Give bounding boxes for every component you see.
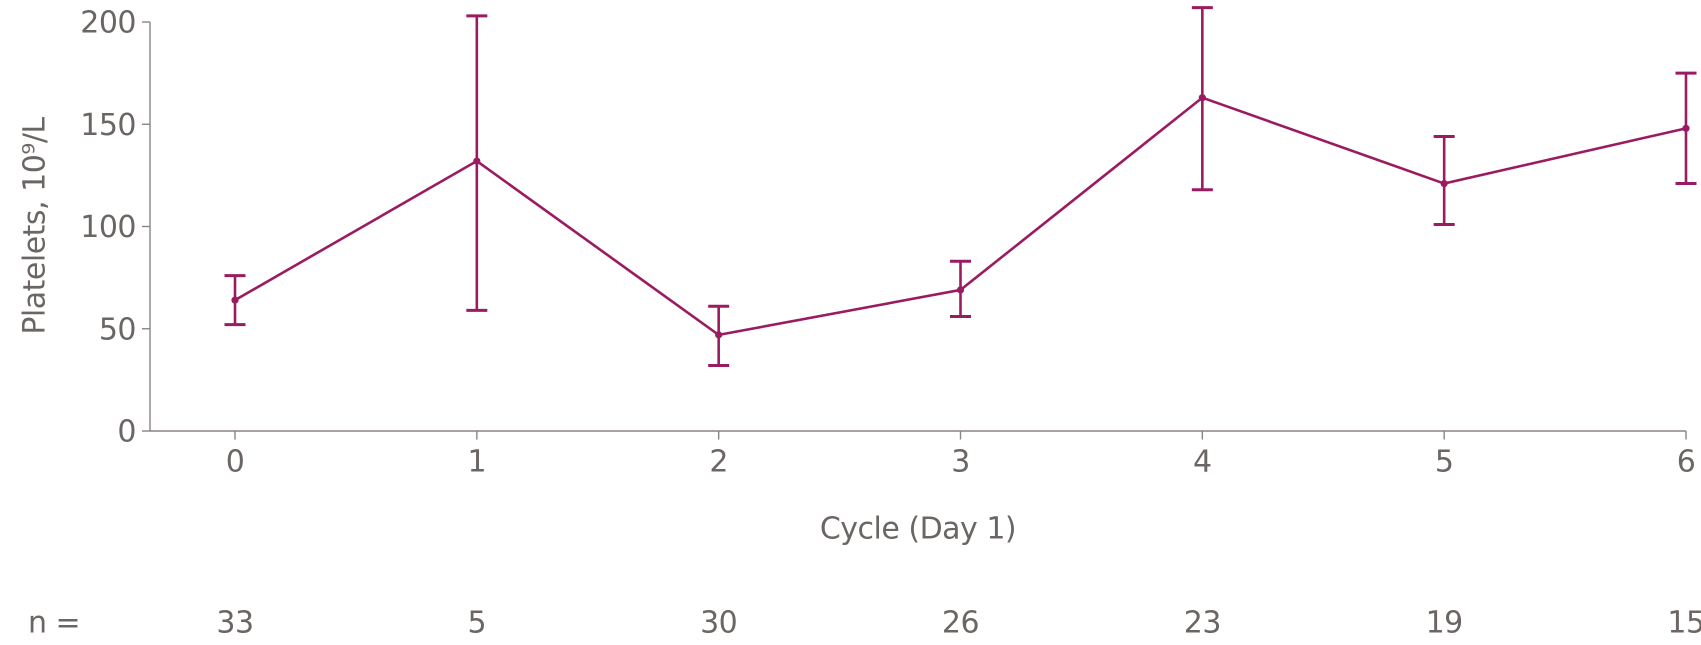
data-point-marker xyxy=(1682,124,1690,132)
data-point-marker xyxy=(956,286,965,294)
x-tick-label: 3 xyxy=(951,445,970,480)
data-point-marker xyxy=(473,157,481,165)
x-tick-label: 6 xyxy=(1677,445,1696,480)
x-axis-title: Cycle (Day 1) xyxy=(820,512,1016,547)
data-point-marker xyxy=(1198,94,1206,102)
x-tick-label: 5 xyxy=(1435,445,1454,480)
y-tick-label: 0 xyxy=(117,415,136,450)
data-point-marker xyxy=(715,331,723,339)
n-value: 30 xyxy=(700,606,737,641)
y-tick-label: 150 xyxy=(80,108,136,143)
x-tick-label: 2 xyxy=(709,445,728,480)
y-axis-title: Platelets, 10⁹/L xyxy=(18,117,53,335)
x-tick-label: 1 xyxy=(468,445,487,480)
x-tick-label: 0 xyxy=(226,445,245,480)
n-value: 23 xyxy=(1184,606,1221,641)
x-tick-label: 4 xyxy=(1193,445,1212,480)
n-value: 15 xyxy=(1667,606,1701,641)
n-value: 5 xyxy=(468,606,487,641)
data-point-marker xyxy=(1440,179,1448,188)
y-tick-label: 200 xyxy=(80,6,136,41)
n-value: 26 xyxy=(942,606,979,641)
n-value: 19 xyxy=(1426,606,1463,641)
y-tick-label: 100 xyxy=(80,210,136,245)
y-tick-label: 50 xyxy=(99,312,136,347)
data-point-marker xyxy=(231,296,239,304)
n-value: 33 xyxy=(216,606,253,641)
n-row-label: n = xyxy=(28,606,80,641)
